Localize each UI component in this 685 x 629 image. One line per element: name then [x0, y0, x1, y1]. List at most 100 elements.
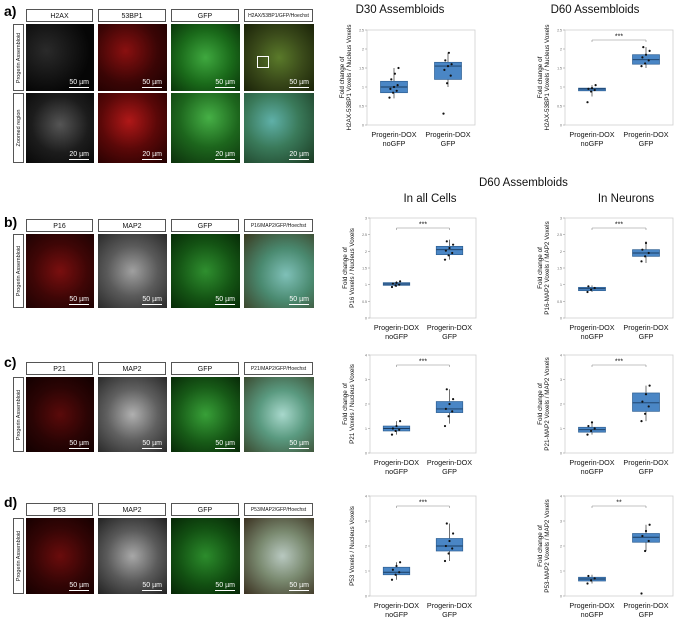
y-tick-label: 0.5 [359, 105, 364, 109]
data-point [395, 281, 398, 284]
image-gfp: 50 µm [171, 377, 240, 452]
y-tick-label: 2 [560, 250, 562, 254]
x-tick-label: Progerin-DOX [623, 458, 668, 467]
x-tick-label: Progerin-DOX [427, 323, 472, 332]
data-point [399, 561, 402, 564]
image-merge: 50 µm [244, 518, 314, 594]
image-map2: 50 µm [98, 518, 167, 594]
significance-label: *** [615, 222, 623, 229]
image-gfp: 50 µm [171, 24, 240, 91]
data-point [444, 59, 447, 62]
data-point [391, 568, 394, 571]
x-tick-label: noGFP [581, 332, 604, 341]
y-tick-label: 3 [560, 217, 562, 221]
y-tick-label: 3 [365, 217, 367, 221]
data-point [446, 82, 449, 85]
box-plot-d_neurons: 0 1 2 3 4 Fold change of P53-MAP2 Voxels / MAP… [537, 495, 674, 619]
x-tick-label: Progerin-DOX [569, 323, 614, 332]
image-gfp: 50 µm [171, 518, 240, 594]
y-tick-label: 4 [365, 354, 367, 358]
data-point [447, 51, 450, 54]
data-point [640, 420, 643, 423]
data-point [641, 248, 644, 251]
data-point [444, 249, 447, 252]
header-gfp: GFP [171, 9, 239, 22]
data-point [389, 87, 392, 90]
box [382, 566, 411, 576]
panel-label-b: b) [4, 214, 18, 230]
image-map2: 50 µm [98, 377, 167, 452]
image-p16: 50 µm [26, 234, 94, 308]
y-axis-label: Fold change of [537, 56, 544, 98]
box [435, 538, 464, 552]
data-point [593, 286, 596, 290]
data-point [398, 428, 401, 431]
data-point [448, 402, 451, 406]
x-tick-label: Progerin-DOX [374, 601, 419, 610]
x-tick-label: GFP [441, 139, 456, 148]
y-tick-label: 1 [560, 427, 562, 431]
y-tick-label: 3 [365, 378, 367, 382]
data-point [451, 547, 454, 550]
x-tick-label: GFP [639, 139, 654, 148]
y-tick-label: 1 [365, 570, 367, 574]
scale-bar: 50 µm [289, 79, 309, 88]
x-tick-label: noGFP [385, 610, 408, 619]
x-tick-label: Progerin-DOX [374, 458, 419, 467]
data-point [642, 46, 645, 49]
data-point [644, 255, 647, 258]
image-gfp-zoom: 20 µm [171, 93, 240, 163]
data-point [445, 522, 448, 525]
x-tick-label: noGFP [383, 139, 406, 148]
scale-bar: 50 µm [142, 440, 162, 449]
image-p21: 50 µm [26, 377, 94, 452]
x-tick-label: Progerin-DOX [427, 601, 472, 610]
image-53bp1: 50 µm [98, 24, 167, 91]
data-point [396, 84, 399, 87]
data-point [446, 65, 450, 68]
x-tick-label: noGFP [581, 610, 604, 619]
data-point [647, 405, 650, 408]
data-point [447, 552, 450, 555]
data-point [640, 592, 643, 595]
header-p53: P53 [26, 503, 93, 516]
scale-bar: 50 µm [289, 582, 309, 591]
scale-bar: 50 µm [69, 79, 89, 88]
image-h2ax: 50 µm [26, 24, 94, 91]
box [435, 401, 464, 413]
scale-bar: 50 µm [69, 440, 89, 449]
scale-bar: 50 µm [69, 582, 89, 591]
x-tick-label: GFP [639, 610, 654, 619]
data-point [648, 49, 651, 53]
y-tick-label: 0 [560, 595, 562, 599]
data-point [648, 523, 651, 526]
data-point [644, 53, 648, 56]
y-axis-label: Fold change of [537, 247, 544, 289]
y-axis-label: Fold change of [342, 383, 349, 425]
zoom-region-box [257, 56, 269, 68]
row-label-assembloid-b: Progerin Assembloid [13, 234, 24, 308]
x-tick-label: GFP [442, 610, 457, 619]
y-axis-label: P21-MAP2 Voxels / MAP2 Voxels [544, 357, 551, 450]
y-tick-label: 2 [560, 48, 562, 52]
header-merge: H2AX/53BP1/GFP/Hoechst [244, 9, 313, 22]
box-plot-a_d60: 0 0.5 1 1.5 2 2.5 Fold change of H2AX-53BP1 Vox… [537, 24, 674, 148]
y-tick-label: 0 [365, 452, 367, 456]
data-point [593, 577, 596, 580]
header-merge: P16/MAP2/GFP/Hoechst [244, 219, 313, 232]
data-point [445, 240, 448, 243]
data-point [399, 280, 402, 283]
box [434, 61, 462, 80]
significance-label: *** [615, 359, 623, 366]
panel-label-d: d) [4, 494, 18, 510]
scale-bar: 50 µm [215, 79, 235, 88]
data-point [590, 288, 593, 291]
data-point [451, 251, 454, 255]
data-point [590, 90, 593, 93]
data-point [390, 433, 394, 436]
data-point [395, 424, 398, 428]
data-point [647, 59, 650, 62]
y-tick-label: 4 [365, 495, 367, 499]
y-tick-label: 2 [362, 48, 364, 52]
y-tick-label: 4 [560, 354, 562, 358]
